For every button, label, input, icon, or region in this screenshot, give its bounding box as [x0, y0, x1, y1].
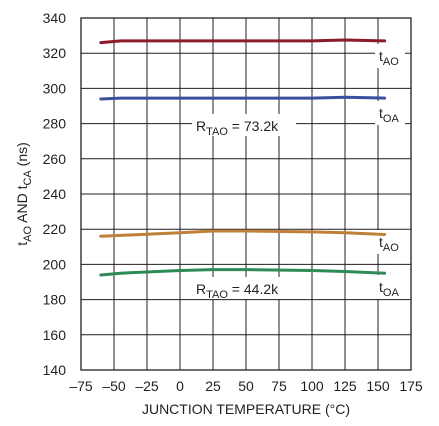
label-mask [192, 114, 296, 136]
y-tick-label: 240 [43, 186, 67, 202]
annotation-rtao-44: RTAO = 44.2k [196, 281, 279, 301]
y-axis-title-and: AND t [14, 185, 30, 226]
annotation-rtao-73: RTAO = 73.2k [196, 118, 279, 138]
x-tick-label: 125 [333, 378, 357, 394]
x-tick-label: 100 [300, 378, 324, 394]
label-mask [375, 101, 405, 125]
annotation-toa-upper: tOA [379, 105, 399, 125]
x-tick-label: 0 [176, 378, 184, 394]
y-axis-title-sub1: AO [22, 226, 34, 242]
y-tick-label: 320 [43, 45, 67, 61]
y-tick-label: 280 [43, 116, 67, 132]
label-mask [192, 277, 296, 299]
y-axis-title-sub2: CA [22, 170, 34, 186]
x-tick-label: 75 [271, 378, 287, 394]
label-masks [192, 44, 405, 299]
annotation-tao-upper: tAO [379, 48, 399, 68]
x-tick-label: 150 [366, 378, 390, 394]
y-tick-label: 200 [43, 256, 67, 272]
series-line-2 [99, 95, 387, 101]
series-group [99, 38, 387, 277]
annotation-toa-lower: tOA [379, 279, 399, 299]
y-tick-label: 340 [43, 10, 67, 26]
y-tick-label: 140 [43, 362, 67, 378]
annotation-tao-lower: tAO [379, 234, 399, 254]
x-tick-label: –50 [102, 378, 126, 394]
series-line-1 [99, 38, 387, 45]
label-mask [375, 44, 405, 68]
y-axis-title: tAO AND tCA (ns) [14, 142, 34, 246]
y-tick-label: 180 [43, 292, 67, 308]
plot-frame [80, 17, 412, 371]
series-line-4 [99, 268, 387, 277]
label-mask [375, 275, 405, 299]
x-tick-label: 175 [399, 378, 423, 394]
x-tick-label: 50 [238, 378, 254, 394]
x-axis-title: JUNCTION TEMPERATURE (°C) [142, 401, 350, 417]
y-axis-title-t1: t [14, 242, 30, 246]
grid [81, 18, 411, 370]
series-line-3 [99, 229, 387, 238]
y-tick-label: 300 [43, 80, 67, 96]
x-tick-label: –75 [69, 378, 93, 394]
y-tick-label: 160 [43, 327, 67, 343]
tick-labels: –75 –50 –25 0 25 50 75 100 125 150 175 140 160 180 200… [43, 10, 423, 394]
y-axis-title-unit: (ns) [14, 142, 30, 170]
y-tick-label: 220 [43, 221, 67, 237]
x-tick-label: –25 [135, 378, 159, 394]
x-tick-label: 25 [205, 378, 221, 394]
y-tick-label: 260 [43, 151, 67, 167]
